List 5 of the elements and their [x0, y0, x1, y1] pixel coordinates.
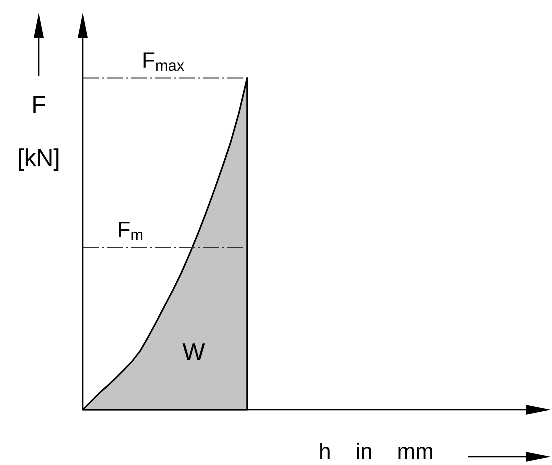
- annotation: W: [182, 344, 206, 360]
- ref-line-label: F$_{m}$: [119, 222, 143, 240]
- x-axis-title: h in mm: [320, 443, 432, 459]
- ref-line-label: F$_{max}$: [144, 52, 184, 72]
- text: F [kN]: [19, 96, 59, 172]
